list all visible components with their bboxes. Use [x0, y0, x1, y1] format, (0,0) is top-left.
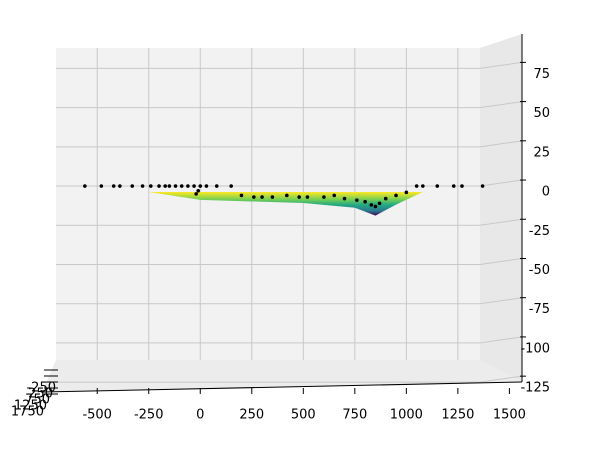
z-tick-label: 0 [542, 185, 550, 200]
side-pane [480, 34, 522, 382]
point [285, 193, 289, 198]
z-tick-label: -25 [529, 224, 550, 239]
point [83, 184, 87, 188]
x-tick-label: -500 [82, 408, 112, 423]
point [297, 195, 301, 199]
grid-line [479, 140, 523, 148]
marks [83, 184, 485, 216]
grid-line [479, 101, 523, 109]
grid-line [479, 375, 523, 383]
point [377, 201, 382, 206]
point [305, 195, 310, 199]
z-tick-label: 75 [533, 67, 550, 82]
z-tick-label: 50 [533, 106, 550, 121]
point [239, 193, 244, 198]
point [157, 184, 161, 188]
x-tick-label: -250 [134, 408, 164, 423]
point [363, 199, 367, 204]
z-tick-label: -75 [529, 302, 550, 317]
y-tick-label: 250 [28, 387, 53, 402]
point [342, 196, 347, 201]
x-tick-label: 1500 [493, 408, 526, 423]
point [229, 184, 233, 188]
point [149, 184, 153, 188]
point [332, 193, 337, 198]
point [480, 184, 485, 188]
y-tick-label: 750 [25, 393, 50, 408]
grid-line [479, 61, 523, 69]
x-tick-label: 500 [291, 408, 316, 423]
point [404, 190, 409, 195]
z-tick-label: 25 [533, 145, 550, 160]
point [186, 184, 190, 188]
point [270, 195, 275, 199]
point [204, 184, 209, 188]
point [130, 184, 135, 188]
grid-line [479, 218, 523, 226]
point [383, 196, 388, 201]
z-tick-label: -100 [520, 341, 550, 356]
point [173, 184, 178, 188]
point [394, 193, 398, 198]
surface [148, 192, 423, 216]
point [369, 203, 374, 207]
grid-line [479, 297, 523, 305]
point [460, 184, 464, 188]
point [373, 204, 378, 209]
grid-line [479, 179, 523, 187]
point [414, 184, 419, 188]
point [179, 184, 184, 188]
point [194, 192, 198, 196]
point [355, 198, 359, 202]
x-tick-label: 1250 [441, 408, 474, 423]
point [451, 184, 456, 188]
point [192, 184, 196, 188]
y-tick-label: -250 [26, 381, 56, 396]
x-tick-label: 0 [196, 408, 204, 423]
point [214, 184, 219, 188]
z-tick-label: -50 [529, 263, 550, 278]
point [99, 184, 104, 188]
point [322, 195, 326, 199]
y-tick-label: 1750 [11, 405, 44, 420]
x-axis [41, 381, 523, 393]
point [198, 184, 203, 188]
point [260, 195, 264, 199]
z-tick-label: -125 [520, 381, 550, 396]
grid-line [479, 257, 523, 265]
point [163, 184, 168, 188]
y-tick-label: 1250 [14, 399, 47, 414]
point [140, 184, 145, 188]
point [196, 188, 200, 193]
point [435, 184, 440, 188]
grid [41, 34, 526, 395]
x-tick-label: 750 [342, 408, 367, 423]
x-tick-label: 250 [239, 408, 264, 423]
x-tick-label: 1000 [390, 408, 423, 423]
point [167, 184, 172, 188]
point [111, 184, 116, 188]
grid-line [479, 336, 523, 344]
back-pane [56, 48, 480, 360]
point [252, 195, 256, 199]
point [118, 184, 122, 188]
point [421, 184, 425, 188]
